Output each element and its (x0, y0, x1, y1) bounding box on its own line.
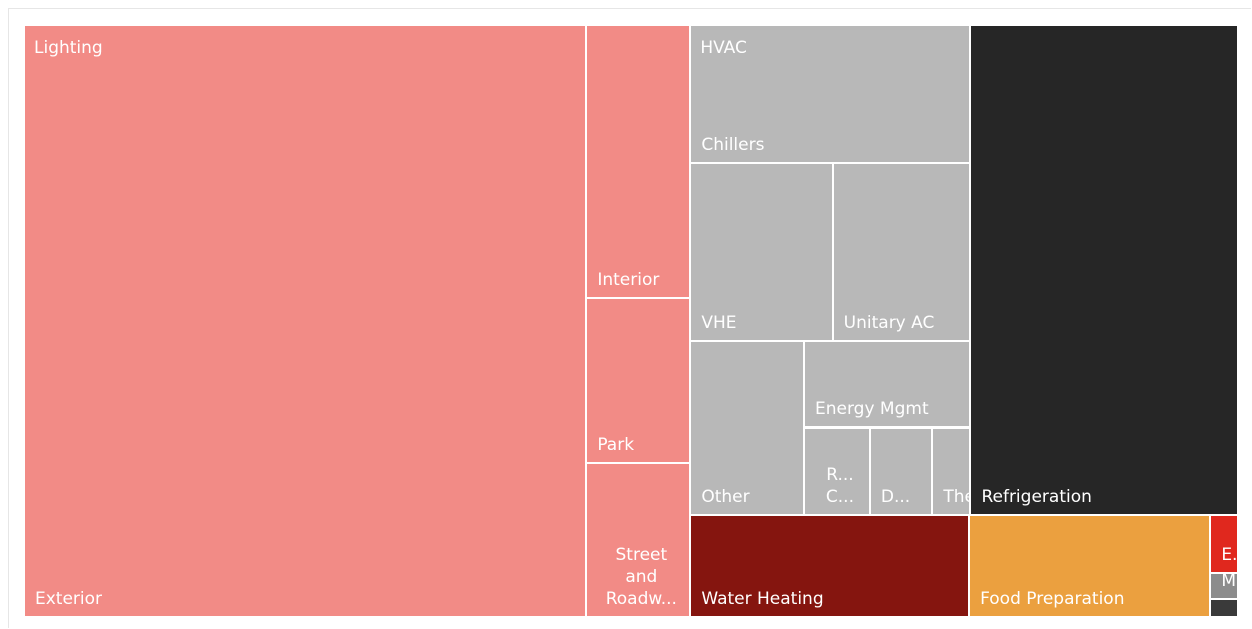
tile-label: Food Preparation (980, 588, 1125, 609)
tile-label: Exterior (35, 589, 103, 609)
tile-label: E... (1221, 545, 1237, 566)
tile-label: Street and Roadw... (605, 544, 677, 609)
tile: Park (587, 298, 690, 462)
tile: D... (870, 428, 932, 514)
tile (1211, 599, 1237, 616)
tile: Food Preparation (970, 515, 1210, 616)
tile: Exterior (25, 26, 586, 616)
tile: Thermo... (933, 428, 970, 514)
tile-label: Thermo... (943, 486, 969, 507)
tile: Refrigeration (971, 26, 1237, 514)
tile: VHE (691, 163, 832, 340)
tile: Water Heating (691, 515, 969, 616)
tile: R... C... (805, 428, 869, 514)
frame (8, 8, 1251, 628)
tile: E... (1211, 515, 1237, 573)
tile: Street and Roadw... (587, 463, 690, 616)
tile-label: Unitary AC (843, 312, 935, 333)
tile: Chillers (691, 26, 970, 162)
tile: Energy Mgmt (805, 341, 970, 427)
treemap: Exterior Interior Park Street and Roadw... L… (24, 25, 1238, 617)
tile-label: Water Heating (701, 588, 824, 609)
tile: M... (1211, 574, 1237, 598)
tile: Other (691, 341, 803, 514)
tile-label: R... C... (825, 464, 854, 507)
tile-label: Other (701, 486, 750, 507)
group-label: Lighting (34, 38, 103, 58)
tile: Interior (587, 26, 690, 297)
tile-label: Park (597, 434, 635, 455)
tile: Unitary AC (833, 163, 970, 340)
tile-label: VHE (701, 312, 737, 333)
tile-label: Chillers (701, 134, 765, 155)
tile-label: M... (1221, 574, 1237, 591)
tile-label: D... (880, 486, 911, 507)
group-label: HVAC (700, 38, 747, 58)
tile-label: Refrigeration (981, 486, 1092, 507)
tile-label: Energy Mgmt (815, 399, 929, 420)
tile-label: Interior (597, 269, 660, 290)
